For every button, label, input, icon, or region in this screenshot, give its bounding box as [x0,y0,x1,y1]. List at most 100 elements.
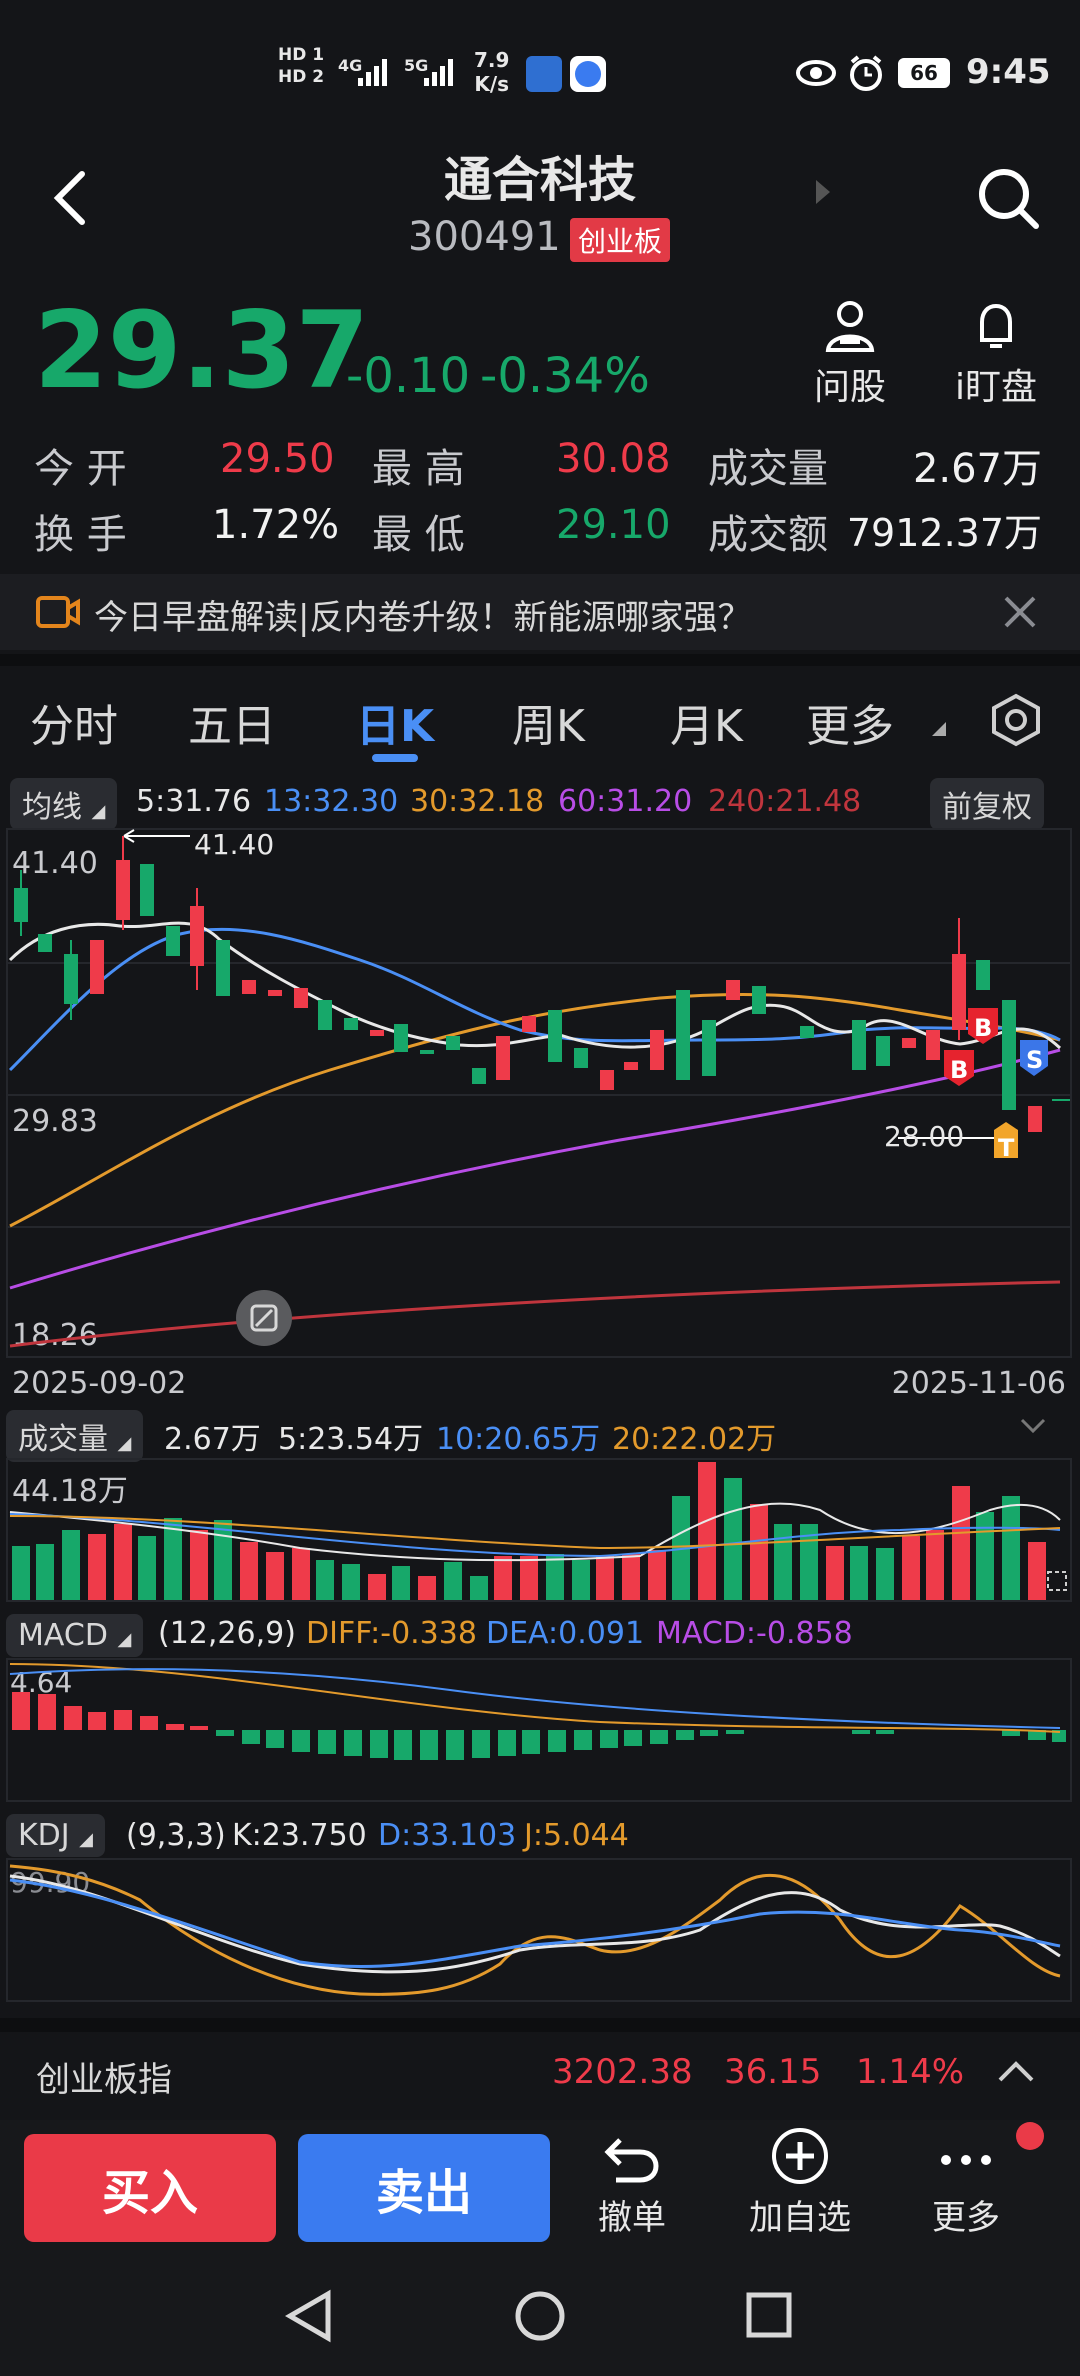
tab-daily-k[interactable]: 日K [356,701,435,752]
volume-value: 2.67万 [912,446,1042,492]
high-mark-label: 41.40 [194,828,275,861]
macd-chart[interactable] [6,1658,1072,1802]
signal-b2 [968,1008,998,1044]
amount-label: 成交额 [708,512,828,558]
candles [14,836,1070,1132]
volume-chart[interactable] [6,1458,1072,1602]
net-5g: 5G [404,56,429,75]
price-change-pct: -0.34% [480,348,650,404]
tab-intraday[interactable]: 分时 [30,701,118,752]
watch-button[interactable]: i盯盘 [946,298,1046,410]
kdj-j: J:5.044 [524,1818,629,1853]
price-change: -0.10 [346,348,471,404]
volume-selector[interactable]: 成交量 ◢ [6,1410,144,1462]
stock-title: 通合科技 [443,152,636,208]
ma13-value: 13:32.30 [264,784,399,819]
app-icon [526,56,562,92]
signal-t [994,1122,1018,1158]
tab-indicator [372,754,418,762]
person-icon [825,301,875,352]
low-mark-label: 28.00 [884,1120,965,1153]
news-banner[interactable]: 今日早盘解读|反内卷升级！新能源哪家强？ [0,574,1080,650]
kdj-selector[interactable]: KDJ ◢ [6,1814,106,1857]
buy-button[interactable]: 买入 [24,2134,276,2242]
volume-ymax: 44.18万 [12,1474,128,1509]
browser-icon [570,56,606,92]
high-value: 30.08 [556,436,671,482]
signal-icon-2 [424,56,456,88]
stock-code: 300491 [408,214,561,260]
volume-current: 2.67万 [164,1422,261,1457]
macd-selector[interactable]: MACD ◢ [6,1614,144,1657]
kdj-params: (9,3,3) [126,1818,226,1853]
signal-s-label: S [1026,1046,1044,1074]
hd-indicator: HD 1 HD 2 [278,45,325,87]
more-dots-icon [941,2155,991,2165]
ma-selector[interactable]: 均线 ◢ [10,778,118,830]
net-speed: 7.9 K/s [474,48,510,96]
high-label: 最 高 [372,446,465,492]
macd-value: MACD:-0.858 [656,1616,853,1651]
bell-icon [980,303,1012,348]
sell-button[interactable]: 卖出 [298,2134,550,2242]
last-price: 29.37 [34,289,370,412]
date-start: 2025-09-02 [12,1366,187,1401]
net-4g: 4G [338,56,363,75]
signal-b2-label: B [974,1014,993,1042]
status-bar: HD 1 HD 2 4G 5G 7.9 K/s 66 9:45 [0,0,1080,150]
adjust-selector[interactable]: 前复权 [930,778,1044,830]
open-value: 29.50 [220,436,335,482]
index-name[interactable]: 创业板指 [36,2060,172,2100]
tab-more[interactable]: 更多 [806,701,894,752]
open-label: 今 开 [34,446,127,492]
ma30-value: 30:32.18 [410,784,545,819]
kdj-k: K:23.750 [232,1818,367,1853]
tab-weekly-k[interactable]: 周K [512,701,585,752]
ma5-value: 5:31.76 [136,784,252,819]
y-axis-mid: 29.83 [12,1104,98,1139]
more-button[interactable]: 更多 [916,2126,1016,2239]
index-pct: 1.14% [856,2052,965,2092]
y-axis-top: 41.40 [12,846,98,881]
ask-stock-button[interactable]: 问股 [810,298,890,410]
index-change: 36.15 [724,2052,822,2092]
low-value: 29.10 [556,502,671,548]
clock: 9:45 [966,52,1051,92]
turnover-value: 1.72% [212,502,340,548]
add-watchlist-button[interactable]: 加自选 [740,2126,860,2239]
volume-ma10: 10:20.65万 [436,1422,601,1457]
ma60-value: 60:31.20 [558,784,693,819]
kdj-d: D:33.103 [378,1818,517,1853]
tab-five-day[interactable]: 五日 [188,701,276,752]
signal-t-label: T [998,1134,1015,1162]
notification-dot [1016,2122,1044,2150]
kdj-chart[interactable] [6,1858,1072,2002]
banner-text: 今日早盘解读|反内卷升级！新能源哪家强？ [94,598,752,638]
signal-s [1020,1040,1048,1076]
signal-b1-label: B [950,1056,969,1084]
turnover-label: 换 手 [34,512,127,558]
macd-dea: DEA:0.091 [486,1616,645,1651]
index-value: 3202.38 [552,2052,693,2092]
low-label: 最 低 [372,512,465,558]
y-axis-bottom: 18.26 [12,1318,98,1353]
volume-ma5: 5:23.54万 [278,1422,424,1457]
macd-diff: DIFF:-0.338 [306,1616,477,1651]
amount-value: 7912.37万 [846,511,1042,555]
date-end: 2025-11-06 [891,1366,1066,1401]
board-badge: 创业板 [570,218,671,262]
battery-icon: 66 [898,58,950,88]
kline-chart[interactable] [6,828,1072,1358]
plus-circle-icon [772,2128,828,2184]
signal-b1 [944,1050,974,1086]
signal-icon [358,56,390,88]
undo-icon [604,2138,659,2183]
volume-label: 成交量 [708,446,828,492]
tab-monthly-k[interactable]: 月K [670,701,743,752]
cancel-order-button[interactable]: 撤单 [582,2126,682,2239]
ma240-value: 240:21.48 [708,784,862,819]
macd-params: (12,26,9) [158,1616,296,1651]
